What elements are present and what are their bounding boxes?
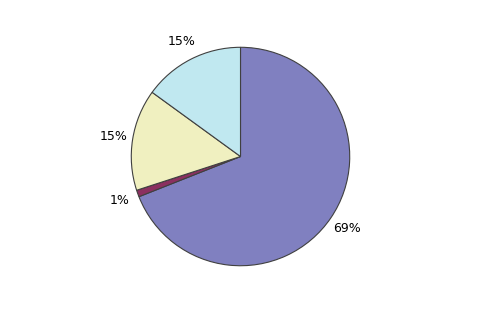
- Wedge shape: [139, 47, 349, 266]
- Wedge shape: [152, 47, 240, 157]
- Text: 15%: 15%: [168, 35, 195, 48]
- Wedge shape: [136, 157, 240, 197]
- Text: 69%: 69%: [333, 222, 360, 235]
- Wedge shape: [131, 92, 240, 190]
- Text: 1%: 1%: [109, 194, 129, 207]
- Text: 15%: 15%: [99, 130, 127, 143]
